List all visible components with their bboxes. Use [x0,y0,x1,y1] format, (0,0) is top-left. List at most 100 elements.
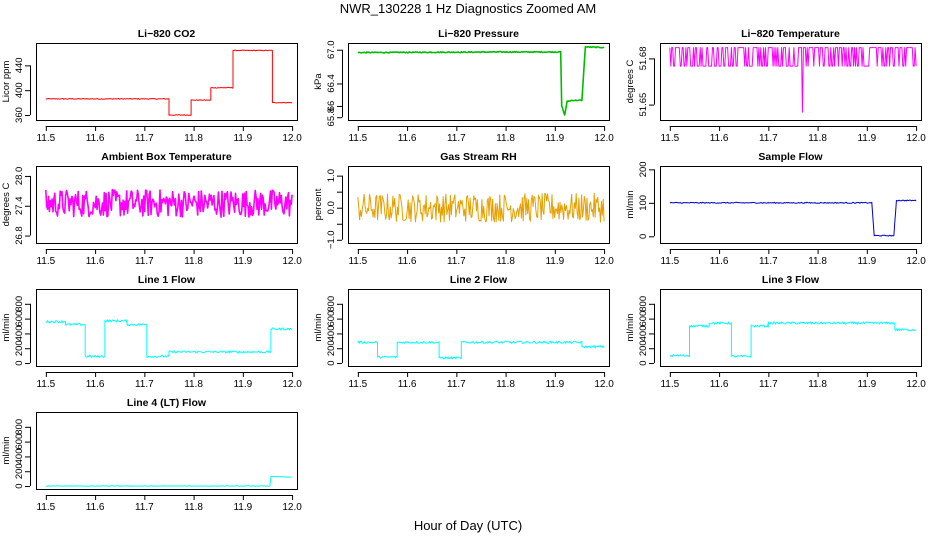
series-group [357,45,605,116]
x-tick-label: 11.7 [447,379,466,390]
y-tick-label: 0.0 [326,201,337,214]
x-tick-label: 11.7 [447,133,466,144]
y-tick-label: 66.4 [326,74,337,93]
x-tick-label: 11.6 [86,379,105,390]
y-axis-label: percent [313,188,324,220]
x-tick-label: 12.0 [594,379,614,390]
y-tick-label: 400 [14,448,25,464]
y-axis-label: degrees C [625,59,636,103]
plot-frame [660,289,922,367]
x-tick-label: 11.5 [36,133,55,144]
x-tick-label: 11.6 [710,379,729,390]
y-axis-label: ml/min [1,437,12,465]
x-tick-label: 12.0 [594,256,614,267]
y-tick-label: 360 [14,107,25,123]
panel-li820-co2: Li−820 CO2 11.5 11.6 11.7 11.8 11.9 12.0 360 400… [1,28,302,144]
y-tick-label: 440 [14,57,25,73]
panel-sample-flow: Sample Flow 11.5 11.6 11.7 11.8 11.9 12.0 0 100 2… [625,151,926,267]
plot-frame [348,166,610,244]
x-tick-label: 11.6 [86,133,105,144]
page-title: NWR_130228 1 Hz Diagnostics Zoomed AM [339,1,597,16]
y-axis-label: ml/min [1,314,12,342]
x-tick-label: 11.7 [447,256,466,267]
x-tick-label: 11.8 [496,256,515,267]
x-tick-label: 11.9 [857,133,876,144]
x-tick-label: 11.8 [496,379,515,390]
x-tick-label: 11.5 [348,256,367,267]
x-tick-label: 11.8 [496,133,515,144]
plot-frame [36,289,298,367]
y-tick-label: 26.8 [14,226,25,245]
panel-title: Sample Flow [758,151,823,163]
panel-title: Line 2 Flow [450,274,508,286]
plot-frame [36,43,298,121]
y-tick-label: 0 [638,234,649,239]
y-axis-label: Licor ppm [1,61,12,103]
y-axis-label: ml/min [625,314,636,342]
series-line-0 [45,188,293,218]
x-tick-label: 11.5 [36,256,55,267]
y-tick-label: 400 [14,325,25,341]
plot-frame [348,289,610,367]
x-tick-label: 12.0 [282,133,302,144]
x-tick-label: 11.6 [398,256,417,267]
x-tick-label: 11.7 [135,256,154,267]
x-tick-label: 11.7 [135,379,154,390]
series-line-0 [669,47,917,113]
y-tick-label: 100 [638,195,649,211]
y-tick-label: 800 [326,296,337,312]
x-tick-label: 12.0 [282,502,302,513]
y-tick-label: 28.0 [14,167,25,186]
series-line-0 [357,192,605,223]
x-tick-label: 11.5 [660,379,679,390]
panel-line-2-flow: Line 2 Flow 11.5 11.6 11.7 11.8 11.9 12.0 0 2004… [313,274,614,390]
panel-line-3-flow: Line 3 Flow 11.5 11.6 11.7 11.8 11.9 12.0 0 2004… [625,274,926,390]
series-line-0 [669,199,917,237]
series-group [45,188,293,218]
y-tick-label: 1.0 [326,169,337,182]
y-tick-label: 600 [638,311,649,327]
x-tick-label: 11.9 [233,256,252,267]
x-tick-label: 11.5 [348,133,367,144]
x-tick-label: 11.8 [184,256,203,267]
y-tick-label: 66 [326,101,337,112]
series-group [357,340,605,360]
series-line-0 [45,319,293,358]
panel-ambient-box-temperature: Ambient Box Temperature 11.5 11.6 11.7 11.8 1… [1,151,302,267]
x-tick-label: 11.7 [759,379,778,390]
x-tick-label: 11.5 [36,502,55,513]
y-tick-label: 400 [638,325,649,341]
panel-title: Li−820 CO2 [138,28,196,40]
y-tick-label: −1.0 [326,230,337,249]
panel-line-4-lt-flow: Line 4 (LT) Flow 11.5 11.6 11.7 11.8 11.9 12.0… [1,397,302,513]
y-tick-label: 400 [326,325,337,341]
y-tick-label: 0 [326,360,337,365]
x-tick-label: 12.0 [594,133,614,144]
panel-title: Ambient Box Temperature [101,151,232,163]
y-tick-label: 0 [14,360,25,365]
series-group [669,199,917,237]
series-group [669,321,917,358]
y-tick-label: 200 [14,340,25,356]
x-tick-label: 12.0 [282,256,302,267]
series-line-0 [357,45,605,116]
y-axis-label: ml/min [313,314,324,342]
x-tick-label: 11.5 [348,379,367,390]
x-tick-label: 11.7 [135,502,154,513]
y-tick-label: 0 [14,483,25,488]
series-group [45,49,293,116]
x-tick-label: 11.7 [759,256,778,267]
series-group [669,47,917,113]
x-tick-label: 11.8 [808,256,827,267]
panel-title: Line 3 Flow [762,274,820,286]
x-tick-label: 11.8 [184,133,203,144]
x-tick-label: 11.6 [398,379,417,390]
y-tick-label: 27.4 [14,196,25,215]
x-tick-label: 11.6 [710,133,729,144]
y-tick-label: 800 [14,419,25,435]
y-tick-label: 200 [638,340,649,356]
y-tick-label: 600 [326,311,337,327]
x-tick-label: 12.0 [906,379,926,390]
x-tick-label: 11.5 [660,256,679,267]
